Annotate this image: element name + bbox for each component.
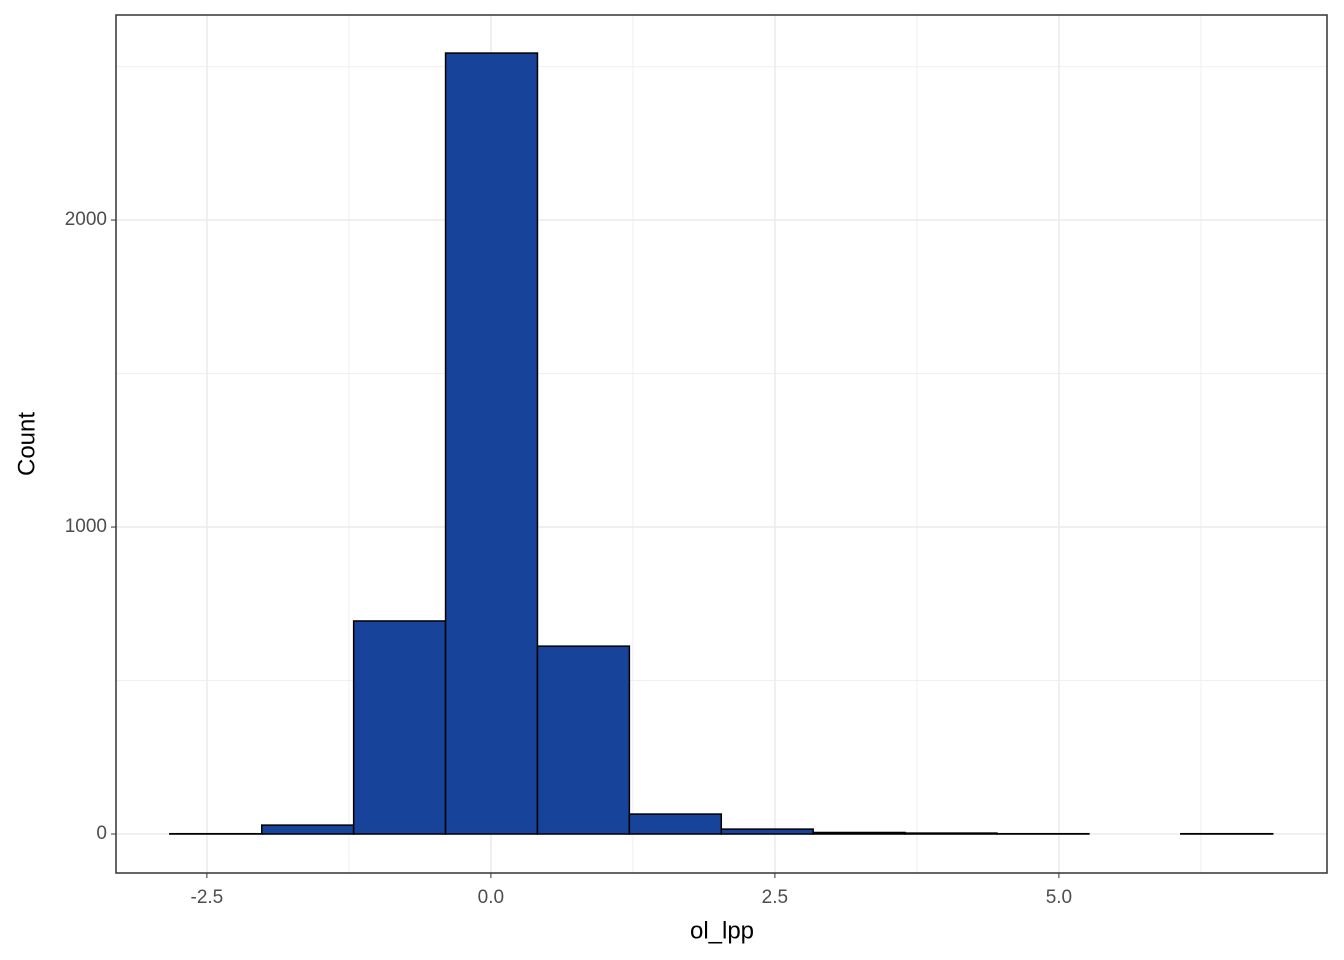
y-tick-label: 2000 [65, 209, 107, 230]
bar [536, 645, 631, 835]
x-tick-label: 2.5 [762, 887, 788, 908]
bar [444, 52, 539, 835]
y-tick-label: 0 [96, 823, 107, 844]
bar [904, 832, 998, 835]
x-tick-label: 0.0 [478, 887, 504, 908]
bar [261, 824, 355, 835]
plot-background [116, 15, 1327, 873]
x-axis-title: ol_lpp [690, 917, 754, 944]
bar [720, 828, 814, 835]
x-tick-label: 5.0 [1046, 887, 1072, 908]
bar [812, 831, 906, 835]
x-tick-label: -2.5 [191, 887, 224, 908]
bar [628, 813, 723, 835]
plot-border [115, 14, 1328, 874]
y-tick-label: 1000 [65, 516, 107, 537]
y-axis-title: Count [13, 412, 40, 476]
bar [352, 620, 447, 835]
